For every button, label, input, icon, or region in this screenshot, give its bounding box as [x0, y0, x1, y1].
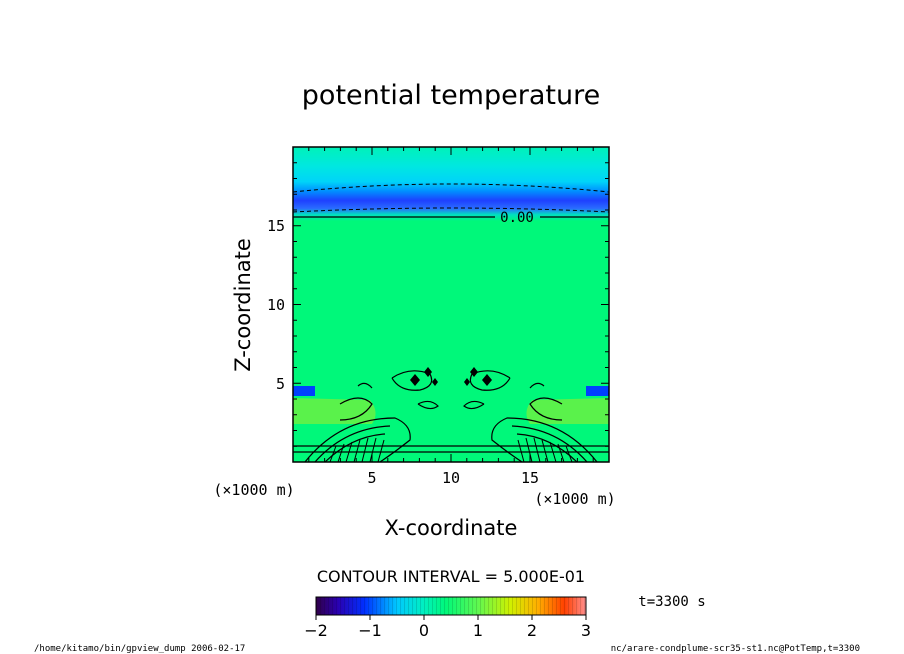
x-tick-label: 10 — [442, 469, 460, 487]
x-tick-label: 15 — [521, 469, 539, 487]
time-label: t=3300 s — [638, 594, 705, 610]
footer-left: /home/kitamo/bin/gpview_dump 2006-02-17 — [34, 644, 245, 654]
contour-interval-label: CONTOUR INTERVAL = 5.000E-01 — [317, 567, 585, 586]
plume-cells — [410, 367, 492, 386]
contour-label: 0.00 — [500, 210, 534, 226]
z-unit-label: (×1000 m) — [213, 481, 294, 499]
x-unit-label: (×1000 m) — [534, 490, 615, 508]
y-tick-label: 5 — [276, 375, 285, 393]
colorbar-tick-label: −2 — [304, 621, 328, 640]
colorbar — [315, 596, 587, 620]
colorbar-tick-label: 1 — [473, 621, 483, 640]
x-axis-label: X-coordinate — [385, 516, 518, 540]
cool-spot-left — [293, 386, 315, 396]
surface-hatching — [329, 437, 573, 462]
colorbar-ticks — [315, 615, 587, 620]
axis-ticks — [293, 147, 609, 462]
surface-contours — [293, 370, 609, 462]
y-axis-label: Z-coordinate — [231, 238, 255, 372]
colorbar-tick-label: 0 — [419, 621, 429, 640]
x-tick-label: 5 — [367, 469, 376, 487]
cool-spot-right — [586, 386, 609, 396]
y-tick-label: 15 — [267, 217, 285, 235]
dashed-contour-upper — [293, 183, 609, 193]
y-tick-label: 10 — [267, 296, 285, 314]
colorbar-tick-label: 3 — [581, 621, 591, 640]
colorbar-tick-label: 2 — [527, 621, 537, 640]
warm-band-right — [526, 398, 609, 424]
plot-area — [293, 147, 609, 462]
dashed-contour-lower — [293, 207, 609, 213]
colorbar-levels — [316, 597, 586, 615]
colorbar-frame — [315, 596, 587, 616]
warm-band-left — [293, 398, 376, 424]
colorbar-tick-label: −1 — [358, 621, 382, 640]
footer-right: nc/arare-condplume-scr35-st1.nc@PotTemp,… — [611, 644, 860, 654]
chart-title: potential temperature — [302, 80, 600, 111]
